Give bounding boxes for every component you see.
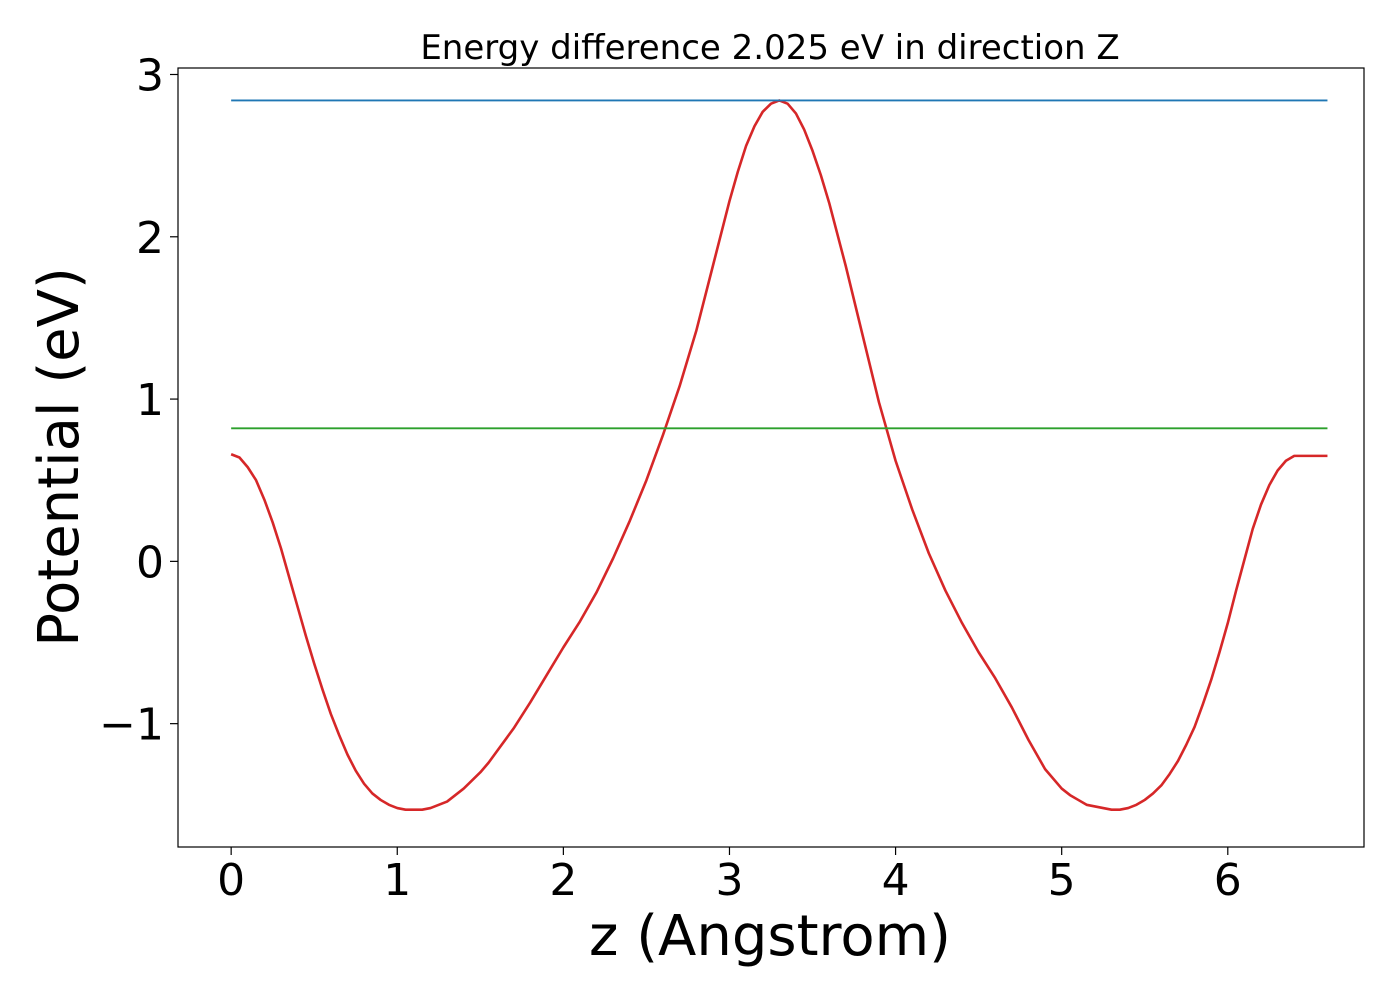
x-tick-label: 0 <box>217 855 245 906</box>
chart-title: Energy difference 2.025 eV in direction … <box>420 28 1119 68</box>
x-tick-label: 6 <box>1214 855 1242 906</box>
x-tick-label: 1 <box>383 855 411 906</box>
x-axis-label: z (Angstrom) <box>589 904 951 969</box>
y-tick-label: 1 <box>136 375 164 426</box>
x-tick-label: 3 <box>715 855 743 906</box>
plot-area <box>230 99 1328 811</box>
x-tick-label: 4 <box>882 855 910 906</box>
y-tick-label: −1 <box>99 700 164 751</box>
y-axis: −1 0 1 2 3 <box>99 50 178 751</box>
x-tick-label: 2 <box>549 855 577 906</box>
potential-series-line <box>230 99 1328 811</box>
y-tick-label: 3 <box>136 50 164 101</box>
y-tick-label: 0 <box>136 537 164 588</box>
y-axis-label: Potential (eV) <box>27 267 92 647</box>
y-tick-label: 2 <box>136 213 164 264</box>
x-axis: 0 1 2 3 4 5 6 <box>217 847 1242 906</box>
x-tick-label: 5 <box>1048 855 1076 906</box>
plot-frame <box>177 67 1365 848</box>
